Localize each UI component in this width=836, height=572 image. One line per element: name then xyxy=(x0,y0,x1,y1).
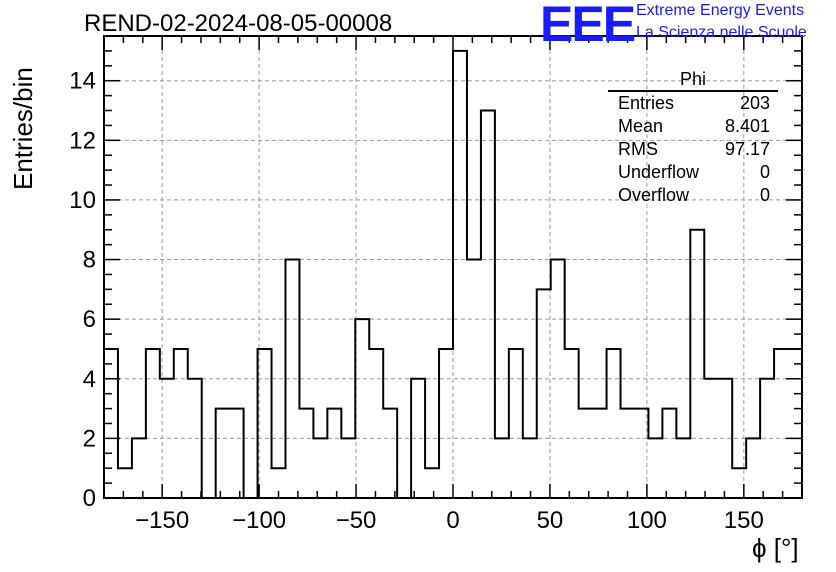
y-tick-label: 2 xyxy=(83,425,96,452)
stats-row-mean: Mean 8.401 xyxy=(608,115,778,138)
histogram-bin xyxy=(230,409,244,498)
stats-value: 8.401 xyxy=(724,116,770,136)
stats-value: 97.17 xyxy=(724,139,770,159)
histogram-bin xyxy=(453,51,467,498)
stats-box-title: Phi xyxy=(608,68,778,92)
x-tick-label: −50 xyxy=(336,507,377,534)
histogram-bin xyxy=(174,349,188,498)
x-tick-label: 150 xyxy=(724,507,764,534)
x-axis-label: ϕ [°] xyxy=(752,533,799,563)
stats-value: 203 xyxy=(739,93,770,113)
histogram-bin xyxy=(369,349,383,498)
histogram-bin xyxy=(509,349,523,498)
stats-row-entries: Entries 203 xyxy=(608,92,778,115)
stats-label: RMS xyxy=(618,139,658,159)
stats-row-rms: RMS 97.17 xyxy=(608,138,778,161)
stats-row-underflow: Underflow 0 xyxy=(608,161,778,184)
x-tick-labels: −150 −100 −50 0 50 100 150 xyxy=(135,507,764,534)
histogram-bin xyxy=(118,468,132,498)
histogram-bin xyxy=(258,349,272,498)
stats-label: Underflow xyxy=(618,162,700,182)
y-tick-label: 4 xyxy=(83,366,96,393)
org-name-line-2: La Scienza nelle Scuole xyxy=(636,24,807,41)
x-tick-label: 50 xyxy=(537,507,564,534)
histogram-bin xyxy=(523,438,537,498)
histogram-bin xyxy=(537,289,551,498)
histogram-bin xyxy=(579,409,593,498)
stats-label: Overflow xyxy=(618,185,690,205)
histogram-bin xyxy=(383,409,397,498)
histogram-bin xyxy=(621,409,635,498)
histogram-bin xyxy=(341,438,355,498)
histogram-bin xyxy=(746,438,760,498)
x-tick-label: 100 xyxy=(627,507,667,534)
x-tick-label: −100 xyxy=(232,507,286,534)
histogram-bin xyxy=(648,438,662,498)
y-tick-label: 14 xyxy=(69,68,96,95)
org-name-line-1: Extreme Energy Events xyxy=(636,2,805,19)
stats-label: Mean xyxy=(618,116,664,136)
y-tick-labels: 0 2 4 6 8 10 12 14 xyxy=(69,68,96,512)
chart-title: REND-02-2024-08-05-00008 xyxy=(84,10,393,37)
histogram-bin xyxy=(313,438,327,498)
histogram-bin xyxy=(607,349,621,498)
histogram-bin xyxy=(690,230,704,498)
histogram-bin xyxy=(662,409,676,498)
stats-label: Entries xyxy=(618,93,675,113)
axis-ticks xyxy=(103,35,803,499)
stats-value: 0 xyxy=(759,162,770,182)
histogram-bin xyxy=(565,349,579,498)
stats-row-overflow: Overflow 0 xyxy=(608,184,778,207)
y-tick-label: 12 xyxy=(69,127,96,154)
histogram-bin xyxy=(425,468,439,498)
histogram-bin xyxy=(676,438,690,498)
y-tick-label: 6 xyxy=(83,306,96,333)
histogram-bin xyxy=(146,349,160,498)
histogram-bin xyxy=(439,349,453,498)
histogram-bin xyxy=(327,409,341,498)
eee-logo: EEE xyxy=(540,0,636,52)
y-axis-label: Entries/bin xyxy=(8,67,38,190)
histogram-bin xyxy=(495,438,509,498)
histogram-bin xyxy=(593,409,607,498)
histogram-bin xyxy=(355,319,369,498)
histogram-bin xyxy=(132,438,146,498)
y-tick-label: 0 xyxy=(83,485,96,512)
stats-box: Phi Entries 203 Mean 8.401 RMS 97.17 Und… xyxy=(608,68,778,207)
y-tick-label: 10 xyxy=(69,187,96,214)
histogram-bin xyxy=(216,409,230,498)
histogram-bin xyxy=(481,111,495,498)
y-tick-label: 8 xyxy=(83,247,96,274)
histogram-bin xyxy=(299,409,313,498)
x-tick-label: −150 xyxy=(135,507,189,534)
stats-value: 0 xyxy=(759,185,770,205)
x-tick-label: 0 xyxy=(446,507,459,534)
histogram-bin xyxy=(774,349,788,498)
